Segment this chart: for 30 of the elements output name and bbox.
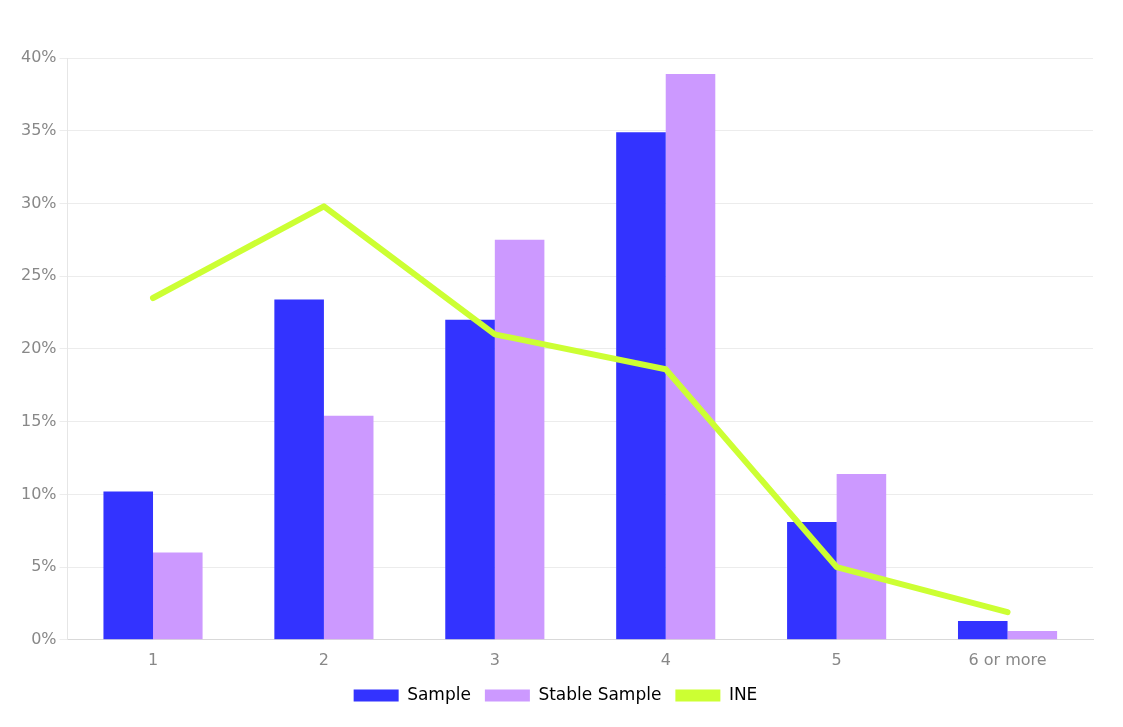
y-tick-label: 5%: [31, 556, 57, 576]
legend-label: INE: [728, 683, 758, 704]
y-tick-label: 10%: [21, 483, 57, 503]
x-tick-label: 2: [318, 649, 330, 669]
bar: [836, 473, 887, 640]
legend-label: Sample: [407, 683, 471, 704]
bar: [323, 415, 374, 640]
bar: [1007, 631, 1058, 640]
y-tick-label: 30%: [21, 192, 57, 212]
x-tick-label: 5: [831, 649, 842, 669]
bar: [153, 552, 203, 640]
bar: [445, 319, 495, 640]
bar: [665, 74, 716, 640]
bar: [787, 521, 837, 640]
bar: [957, 620, 1008, 640]
y-tick-label: 25%: [21, 265, 57, 285]
bar: [103, 491, 154, 640]
y-tick-label: 35%: [21, 119, 57, 139]
y-tick-label: 20%: [21, 338, 57, 358]
y-tick-label: 0%: [31, 628, 57, 648]
y-tick-label: 15%: [21, 410, 57, 430]
y-tick-label: 40%: [21, 47, 57, 67]
legend-label: Stable Sample: [538, 683, 662, 704]
x-tick-label: 4: [660, 649, 671, 669]
bar: [274, 299, 324, 640]
x-tick-label: 3: [489, 649, 500, 669]
x-tick-label: 1: [147, 649, 159, 669]
bar: [616, 132, 666, 640]
x-tick-label: 6 or more: [968, 649, 1047, 669]
bar: [494, 239, 545, 640]
